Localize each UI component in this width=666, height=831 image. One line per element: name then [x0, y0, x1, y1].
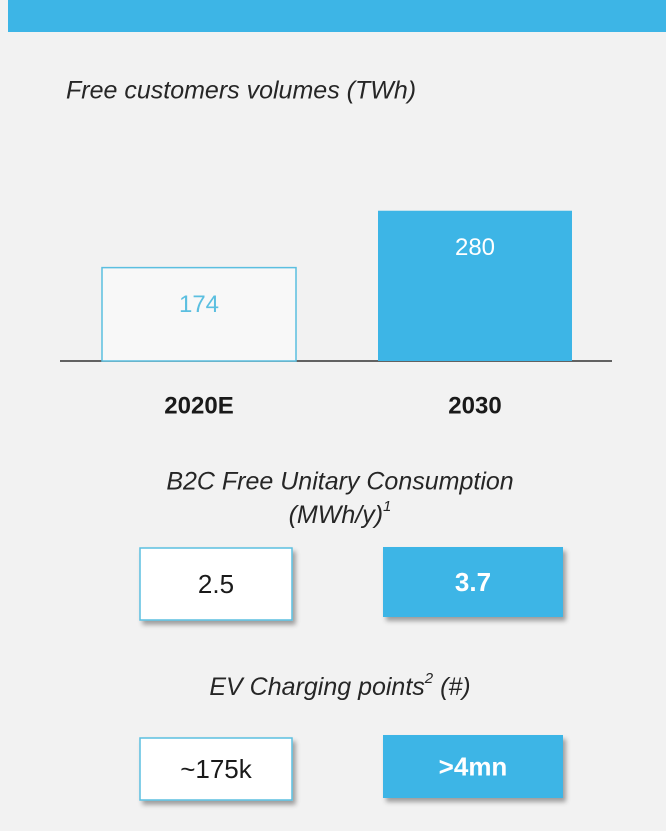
- bar-value-label: 174: [179, 291, 219, 318]
- metric-box: [139, 737, 293, 801]
- metric-title: EV Charging points2 (#): [209, 670, 470, 701]
- metric-value: 3.7: [455, 567, 491, 597]
- header-band: [8, 0, 666, 32]
- bar: [101, 266, 297, 362]
- footnote: 2: [424, 670, 434, 687]
- bar-value-label: 280: [455, 234, 495, 261]
- unit: (#): [433, 673, 471, 701]
- metric-unit: (MWh/y)1: [289, 498, 392, 529]
- chart-title: Free customers volumes (TWh): [66, 77, 416, 105]
- bar: [378, 210, 572, 361]
- metric-box: [383, 735, 563, 798]
- metric-box: [139, 547, 293, 621]
- metric-value: 2.5: [198, 569, 234, 599]
- metric-value: >4mn: [439, 751, 508, 781]
- title: EV Charging points: [209, 673, 424, 701]
- x-tick-label: 2030: [448, 392, 501, 419]
- metric-title: B2C Free Unitary Consumption: [166, 468, 513, 496]
- unit: (MWh/y): [289, 501, 383, 529]
- x-tick-label: 2020E: [164, 392, 233, 419]
- metric-box: [383, 547, 563, 617]
- footnote: 1: [383, 498, 391, 515]
- metric-value: ~175k: [180, 754, 253, 784]
